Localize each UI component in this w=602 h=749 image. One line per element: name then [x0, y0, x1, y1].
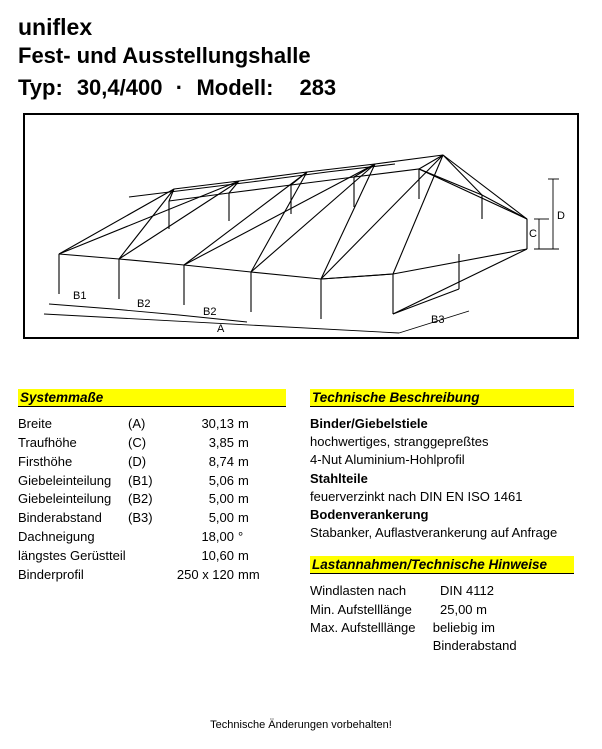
spec-unit: m [234, 415, 264, 434]
spec-symbol: (C) [128, 434, 168, 453]
spec-unit: m [234, 547, 264, 566]
spec-label: längstes Gerüstteil [18, 547, 128, 566]
spec-value: 250 x 120 [168, 566, 234, 585]
spec-symbol: (A) [128, 415, 168, 434]
spec-row: Giebeleinteilung(B1)5,06m [18, 472, 286, 491]
svg-text:B3: B3 [431, 314, 444, 326]
lastannahmen-table: Windlasten nachDIN 4112Min. Aufstellläng… [310, 582, 574, 655]
spec-label: Dachneigung [18, 528, 128, 547]
spec-label: Traufhöhe [18, 434, 128, 453]
load-value: 25,00 m [440, 601, 487, 619]
svg-text:B1: B1 [73, 290, 86, 302]
spec-label: Breite [18, 415, 128, 434]
technische-body: Binder/Giebelstielehochwertiges, strangg… [310, 415, 574, 542]
typ-label: Typ: [18, 75, 63, 100]
spec-row: Giebeleinteilung(B2)5,00m [18, 490, 286, 509]
technische-column: Technische Beschreibung Binder/Giebelsti… [310, 389, 574, 655]
tech-group-line: hochwertiges, stranggepreßtes [310, 433, 574, 451]
svg-text:D: D [557, 210, 565, 222]
load-row: Windlasten nachDIN 4112 [310, 582, 574, 600]
spec-label: Giebeleinteilung [18, 472, 128, 491]
spec-value: 5,06 [168, 472, 234, 491]
spec-label: Firsthöhe [18, 453, 128, 472]
header: uniflex Fest- und Ausstellungshalle Typ:… [18, 14, 584, 101]
tech-group-title: Bodenverankerung [310, 506, 574, 524]
systemmasse-table: Breite(A)30,13mTraufhöhe(C)3,85mFirsthöh… [18, 415, 286, 585]
spec-value: 10,60 [168, 547, 234, 566]
spec-unit: m [234, 490, 264, 509]
technische-heading: Technische Beschreibung [310, 389, 574, 407]
spec-symbol [128, 566, 168, 585]
spec-value: 5,00 [168, 490, 234, 509]
modell-value: 283 [299, 75, 336, 100]
svg-text:C: C [529, 228, 537, 240]
lastannahmen-section: Lastannahmen/Technische Hinweise Windlas… [310, 556, 574, 655]
load-label: Windlasten nach [310, 582, 440, 600]
tech-group-title: Binder/Giebelstiele [310, 415, 574, 433]
spec-symbol: (B3) [128, 509, 168, 528]
spec-unit: ° [234, 528, 264, 547]
svg-text:B2: B2 [203, 306, 216, 318]
spec-unit: m [234, 453, 264, 472]
spec-row: Dachneigung 18,00° [18, 528, 286, 547]
spec-value: 3,85 [168, 434, 234, 453]
tech-group-line: feuerverzinkt nach DIN EN ISO 1461 [310, 488, 574, 506]
systemmasse-heading: Systemmaße [18, 389, 286, 407]
spec-label: Binderabstand [18, 509, 128, 528]
load-label: Max. Aufstelllänge [310, 619, 433, 655]
footer-note: Technische Änderungen vorbehalten! [0, 719, 602, 731]
spec-unit: m [234, 509, 264, 528]
spec-label: Giebeleinteilung [18, 490, 128, 509]
spec-row: längstes Gerüstteil 10,60m [18, 547, 286, 566]
brand-name: uniflex [18, 14, 584, 41]
load-value: DIN 4112 [440, 582, 494, 600]
typ-modell-row: Typ:30,4/400·Modell:283 [18, 75, 584, 101]
spec-symbol: (D) [128, 453, 168, 472]
spec-value: 30,13 [168, 415, 234, 434]
modell-label: Modell: [196, 75, 273, 100]
tech-group-title: Stahlteile [310, 470, 574, 488]
spec-row: Binderabstand(B3)5,00m [18, 509, 286, 528]
structure-diagram: B1 B2 B2 A B3 C D [23, 113, 579, 339]
diagram-svg: B1 B2 B2 A B3 C D [29, 119, 577, 335]
typ-value: 30,4/400 [77, 75, 163, 100]
load-row: Min. Aufstelllänge25,00 m [310, 601, 574, 619]
spec-symbol [128, 528, 168, 547]
svg-text:A: A [217, 323, 225, 335]
spec-symbol [128, 547, 168, 566]
spec-symbol: (B1) [128, 472, 168, 491]
spec-value: 18,00 [168, 528, 234, 547]
spec-row: Binderprofil 250 x 120mm [18, 566, 286, 585]
spec-value: 5,00 [168, 509, 234, 528]
tech-group-line: 4-Nut Aluminium-Hohlprofil [310, 451, 574, 469]
spec-unit: m [234, 472, 264, 491]
spec-row: Traufhöhe(C)3,85m [18, 434, 286, 453]
load-row: Max. Aufstelllängebeliebig im Binderabst… [310, 619, 574, 655]
spec-symbol: (B2) [128, 490, 168, 509]
load-value: beliebig im Binderabstand [433, 619, 574, 655]
spec-label: Binderprofil [18, 566, 128, 585]
tech-group-line: Stabanker, Auflastverankerung auf Anfrag… [310, 524, 574, 542]
load-label: Min. Aufstelllänge [310, 601, 440, 619]
spec-value: 8,74 [168, 453, 234, 472]
spec-row: Firsthöhe(D)8,74m [18, 453, 286, 472]
systemmasse-column: Systemmaße Breite(A)30,13mTraufhöhe(C)3,… [18, 389, 286, 655]
lastannahmen-heading: Lastannahmen/Technische Hinweise [310, 556, 574, 574]
subtitle: Fest- und Ausstellungshalle [18, 43, 584, 69]
svg-text:B2: B2 [137, 298, 150, 310]
spec-row: Breite(A)30,13m [18, 415, 286, 434]
spec-columns: Systemmaße Breite(A)30,13mTraufhöhe(C)3,… [18, 389, 584, 655]
spec-unit: mm [234, 566, 264, 585]
spec-unit: m [234, 434, 264, 453]
